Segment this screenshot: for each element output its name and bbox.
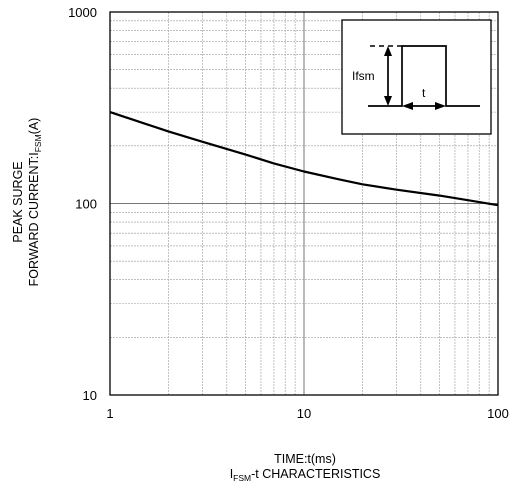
y-tick-label: 100	[75, 197, 97, 212]
y-axis-title-suffix: (A)	[27, 118, 41, 135]
series-group	[109, 111, 499, 207]
tick-labels: 1 10 100 10 100 1000	[68, 5, 509, 421]
caption-prefix: I	[230, 467, 233, 481]
y-tick-label: 10	[83, 388, 97, 403]
inset-t-label: t	[422, 86, 426, 100]
chart-caption: IFSM-t CHARACTERISTICS	[230, 467, 381, 483]
series-line-1	[109, 111, 499, 207]
y-axis-title-prefix: FORWARD CURRENT:I	[27, 152, 41, 286]
inset-t-arrowhead-right	[435, 102, 446, 110]
plot-frame	[109, 11, 499, 396]
inset-diagram: Ifsm t	[341, 19, 492, 135]
inset-ifsm-arrowhead-down	[384, 96, 392, 106]
inset-pulse	[368, 45, 480, 107]
x-tick-label: 10	[297, 406, 311, 421]
x-tick-label: 1	[106, 406, 113, 421]
x-tick-label: 100	[487, 406, 509, 421]
x-axis-title: TIME:t(ms)	[274, 452, 336, 466]
inset-box	[341, 19, 492, 135]
y-axis-title-subscript: FSM	[33, 134, 43, 152]
caption-subscript: FSM	[233, 473, 251, 483]
caption-suffix: -t CHARACTERISTICS	[251, 467, 380, 481]
inset-ifsm-label: Ifsm	[352, 69, 375, 83]
y-axis-title-line2: FORWARD CURRENT:IFSM(A)	[27, 118, 43, 287]
y-tick-label: 1000	[68, 5, 97, 20]
y-axis-title-line1: PEAK SURGE	[11, 161, 25, 242]
inset-t-arrowhead-left	[402, 102, 413, 110]
inset-ifsm-arrowhead-up	[384, 46, 392, 56]
